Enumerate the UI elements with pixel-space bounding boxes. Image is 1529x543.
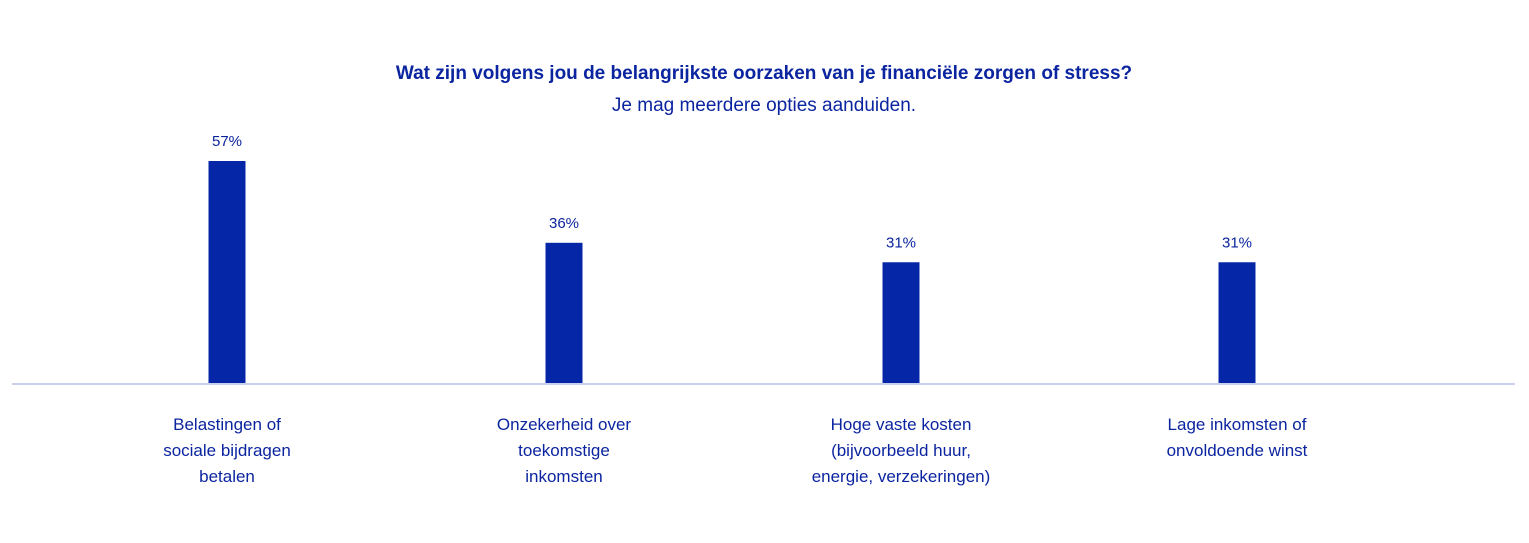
value-label-3: 31% [886, 234, 916, 251]
bar-2 [545, 242, 583, 383]
category-label-1: Belastingen of sociale bijdragen betalen [163, 415, 291, 486]
category-label-line: Hoge vaste kosten [831, 415, 972, 434]
category-label-line: sociale bijdragen [163, 441, 291, 460]
category-label-line: energie, verzekeringen) [812, 467, 991, 486]
category-label-2: Onzekerheid over toekomstige inkomsten [497, 415, 632, 486]
category-label-4: Lage inkomsten of onvoldoende winst [1167, 415, 1308, 460]
category-label-line: toekomstige [518, 441, 610, 460]
category-label-line: Belastingen of [173, 415, 281, 434]
value-label-2: 36% [549, 215, 579, 232]
category-label-line: Lage inkomsten of [1168, 415, 1307, 434]
bar-3 [882, 262, 920, 383]
bar-4 [1218, 262, 1256, 383]
chart-subtitle: Je mag meerdere opties aanduiden. [612, 95, 916, 116]
chart-title: Wat zijn volgens jou de belangrijkste oo… [396, 63, 1132, 84]
bar-1 [208, 161, 246, 383]
category-label-line: (bijvoorbeeld huur, [831, 441, 971, 460]
category-labels-group: Belastingen of sociale bijdragen betalen On… [163, 415, 1307, 486]
category-label-line: betalen [199, 467, 255, 486]
category-label-line: inkomsten [525, 467, 602, 486]
category-label-line: Onzekerheid over [497, 415, 632, 434]
value-label-1: 57% [212, 133, 242, 150]
category-label-line: onvoldoende winst [1167, 441, 1308, 460]
category-label-3: Hoge vaste kosten (bijvoorbeeld huur, ener… [812, 415, 991, 486]
bars-group: 57% 36% 31% 31% [208, 133, 1256, 383]
value-label-4: 31% [1222, 234, 1252, 251]
